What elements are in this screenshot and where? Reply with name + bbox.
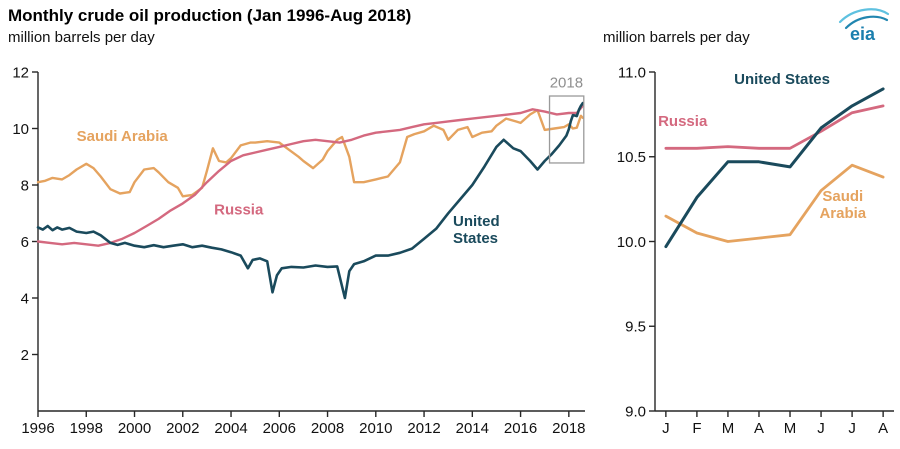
svg-text:2018: 2018 (552, 420, 585, 437)
eia-logo: eia (838, 8, 890, 44)
svg-text:2014: 2014 (456, 420, 489, 437)
left-chart-monthly-production-1996-2018: 2 4 6 8 10 12 1996 1998 2000 2002 2004 2006 2008 2010… (12, 64, 585, 437)
svg-text:8: 8 (21, 177, 29, 194)
svg-text:J: J (662, 420, 670, 437)
svg-text:A: A (754, 420, 764, 437)
eia-logo-swoosh-icon (844, 15, 889, 30)
svg-text:2002: 2002 (166, 420, 199, 437)
svg-text:United: United (453, 213, 500, 230)
page-title: Monthly crude oil production (Jan 1996-A… (8, 6, 412, 25)
right-chart-2018-jan-aug-detail: 9.0 9.5 10.0 10.5 11.0 J F M A M J J A United States R… (617, 64, 894, 437)
svg-text:1996: 1996 (21, 420, 54, 437)
eia-logo-text: eia (850, 24, 876, 44)
svg-text:States: States (453, 230, 498, 247)
svg-text:M: M (784, 420, 797, 437)
svg-text:Russia: Russia (214, 202, 264, 219)
svg-text:10: 10 (12, 121, 29, 138)
svg-text:Russia: Russia (658, 113, 708, 130)
svg-text:2000: 2000 (118, 420, 151, 437)
svg-text:J: J (817, 420, 825, 437)
svg-text:J: J (848, 420, 856, 437)
svg-text:A: A (878, 420, 888, 437)
svg-text:2016: 2016 (504, 420, 537, 437)
right-axis-unit-label: million barrels per day (603, 29, 750, 46)
svg-text:11.0: 11.0 (618, 64, 646, 81)
left-axis-unit-label: million barrels per day (8, 29, 155, 46)
svg-text:F: F (692, 420, 701, 437)
svg-text:9.0: 9.0 (625, 403, 646, 420)
svg-text:2010: 2010 (359, 420, 392, 437)
svg-text:2008: 2008 (311, 420, 344, 437)
svg-text:United States: United States (734, 71, 830, 88)
svg-text:10.0: 10.0 (617, 234, 646, 251)
svg-text:1998: 1998 (70, 420, 103, 437)
svg-text:10.5: 10.5 (617, 149, 646, 166)
svg-text:Arabia: Arabia (819, 205, 866, 222)
svg-text:2: 2 (21, 347, 29, 364)
eia-logo-swoosh-icon (838, 8, 890, 24)
svg-text:2012: 2012 (407, 420, 440, 437)
svg-text:2004: 2004 (214, 420, 247, 437)
svg-text:4: 4 (21, 290, 29, 307)
svg-text:Saudi Arabia: Saudi Arabia (77, 128, 169, 145)
svg-text:12: 12 (12, 64, 29, 81)
svg-text:9.5: 9.5 (625, 319, 646, 336)
svg-text:2018: 2018 (550, 75, 583, 92)
svg-text:Saudi: Saudi (822, 188, 863, 205)
svg-text:2006: 2006 (263, 420, 296, 437)
svg-text:6: 6 (21, 234, 29, 251)
svg-text:M: M (722, 420, 735, 437)
